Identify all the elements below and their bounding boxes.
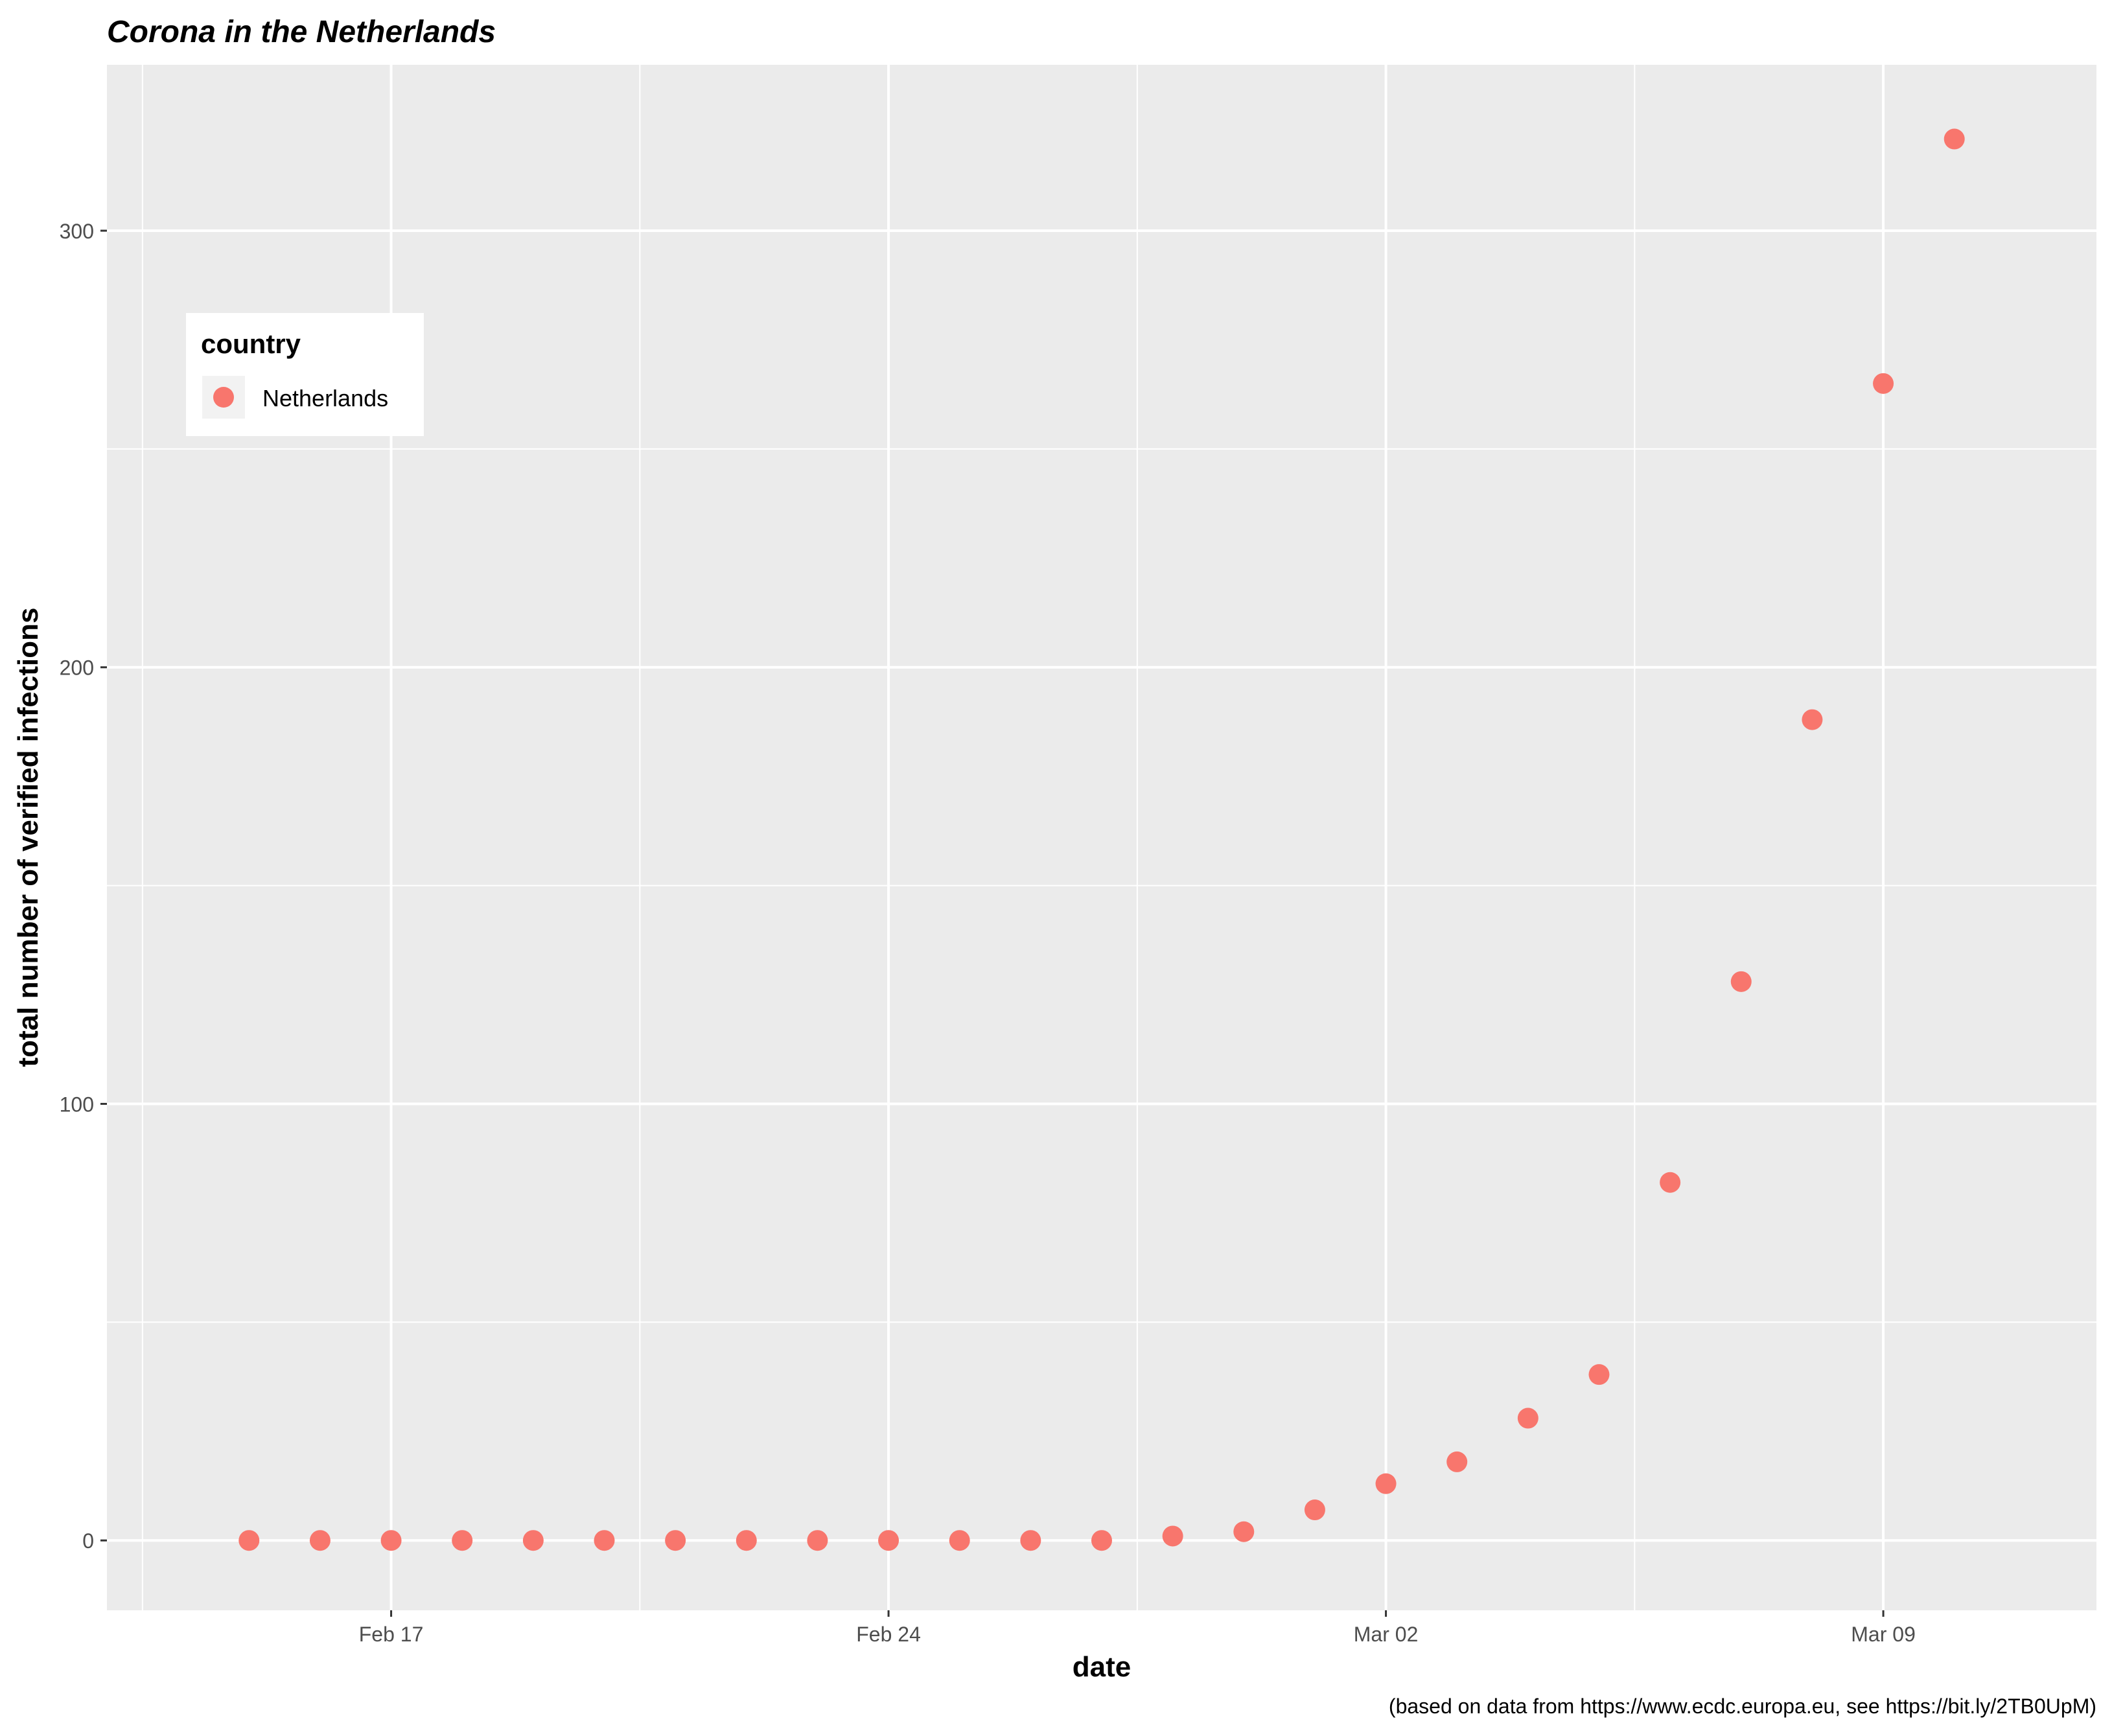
data-point bbox=[1304, 1499, 1325, 1521]
data-point bbox=[238, 1530, 260, 1551]
data-point bbox=[1517, 1407, 1538, 1429]
y-tick-label: 200 bbox=[60, 656, 94, 680]
data-point bbox=[1091, 1530, 1112, 1551]
legend-key-point bbox=[213, 387, 234, 408]
y-tick-label: 300 bbox=[60, 220, 94, 243]
data-points bbox=[238, 128, 1965, 1551]
data-point bbox=[878, 1530, 899, 1551]
y-axis-title: total number of verified infections bbox=[12, 608, 44, 1067]
plot-panel bbox=[107, 65, 2096, 1610]
data-point bbox=[309, 1530, 331, 1551]
x-tick-label: Feb 17 bbox=[359, 1623, 424, 1646]
data-point bbox=[1660, 1172, 1681, 1193]
chart-title: Corona in the Netherlands bbox=[107, 15, 496, 49]
data-point bbox=[1802, 709, 1823, 730]
legend: country Netherlands bbox=[186, 313, 424, 436]
data-point bbox=[665, 1530, 686, 1551]
data-point bbox=[594, 1530, 615, 1551]
y-axis-ticks: 0 100 200 300 bbox=[60, 220, 107, 1553]
data-point bbox=[1588, 1364, 1610, 1385]
data-point bbox=[949, 1530, 970, 1551]
data-point bbox=[1873, 373, 1894, 394]
data-point bbox=[1162, 1525, 1183, 1547]
legend-title: country bbox=[201, 329, 301, 359]
data-point bbox=[736, 1530, 757, 1551]
x-tick-label: Feb 24 bbox=[856, 1623, 921, 1646]
data-point bbox=[1730, 971, 1752, 992]
data-point bbox=[1233, 1521, 1255, 1542]
y-tick-label: 100 bbox=[60, 1093, 94, 1116]
data-point bbox=[1944, 128, 1965, 150]
y-tick-label: 0 bbox=[82, 1529, 94, 1553]
data-point bbox=[807, 1530, 828, 1551]
legend-label-netherlands: Netherlands bbox=[262, 385, 388, 411]
x-tick-label: Mar 09 bbox=[1851, 1623, 1916, 1646]
caption: (based on data from https://www.ecdc.eur… bbox=[1389, 1695, 2096, 1718]
data-point bbox=[1446, 1451, 1468, 1472]
x-tick-label: Mar 02 bbox=[1354, 1623, 1419, 1646]
data-point bbox=[1020, 1530, 1041, 1551]
data-point bbox=[452, 1530, 473, 1551]
data-point bbox=[522, 1530, 544, 1551]
x-axis-title: date bbox=[1073, 1651, 1131, 1683]
data-point bbox=[380, 1530, 402, 1551]
grid-lines bbox=[107, 65, 2096, 1610]
data-point bbox=[1375, 1473, 1397, 1494]
x-axis-ticks: Feb 17 Feb 24 Mar 02 Mar 09 bbox=[359, 1610, 1916, 1646]
